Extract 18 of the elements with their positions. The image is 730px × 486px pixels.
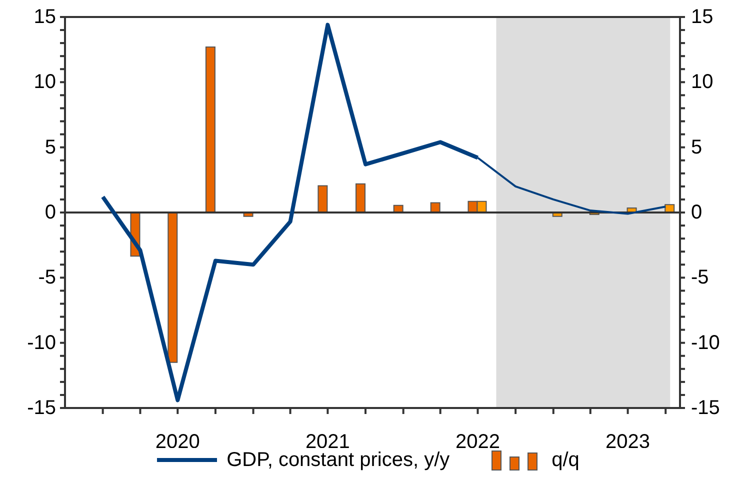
y2-tick-label: 15 xyxy=(691,6,714,28)
y2-tick-label: 10 xyxy=(691,71,714,94)
y-tick-label: 5 xyxy=(44,136,56,158)
y2-tick-label: -15 xyxy=(691,397,720,419)
x-tick-label: 2023 xyxy=(606,431,650,453)
y2-tick-label: 0 xyxy=(691,202,702,224)
y-tick-label: 10 xyxy=(34,71,56,94)
legend-label: q/q xyxy=(552,448,580,472)
y-tick-label: -10 xyxy=(27,332,56,354)
y2-tick-label: -10 xyxy=(691,332,720,354)
x-tick-label: 2022 xyxy=(455,431,500,453)
y-tick-label: 0 xyxy=(44,202,56,224)
y-tick-label: 15 xyxy=(34,6,56,28)
y2-tick-label: 5 xyxy=(691,136,702,158)
y-tick-label: -15 xyxy=(27,397,56,419)
y2-tick-label: -5 xyxy=(691,266,709,289)
y-tick-label: -5 xyxy=(38,266,56,289)
x-tick-label: 2020 xyxy=(155,431,200,453)
